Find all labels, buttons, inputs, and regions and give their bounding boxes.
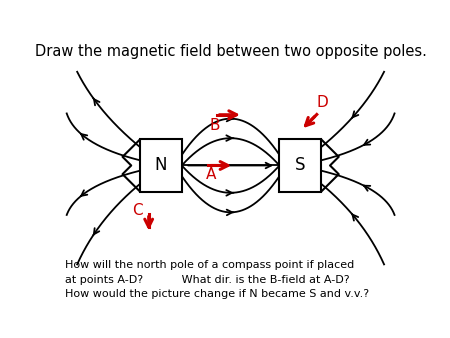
Text: How would the picture change if N became S and v.v.?: How would the picture change if N became… [65, 289, 369, 299]
Text: A: A [206, 167, 216, 182]
Text: Draw the magnetic field between two opposite poles.: Draw the magnetic field between two oppo… [35, 45, 427, 59]
Text: How will the north pole of a compass point if placed: How will the north pole of a compass poi… [65, 261, 354, 270]
Text: B: B [210, 118, 220, 134]
Bar [279, 140, 321, 192]
Text: at points A-D?           What dir. is the B-field at A-D?: at points A-D? What dir. is the B-field … [65, 275, 350, 285]
Text: D: D [316, 95, 328, 110]
Text: C: C [132, 203, 143, 218]
Text: N: N [155, 156, 167, 174]
Text: S: S [295, 156, 306, 174]
Bar [140, 140, 182, 192]
